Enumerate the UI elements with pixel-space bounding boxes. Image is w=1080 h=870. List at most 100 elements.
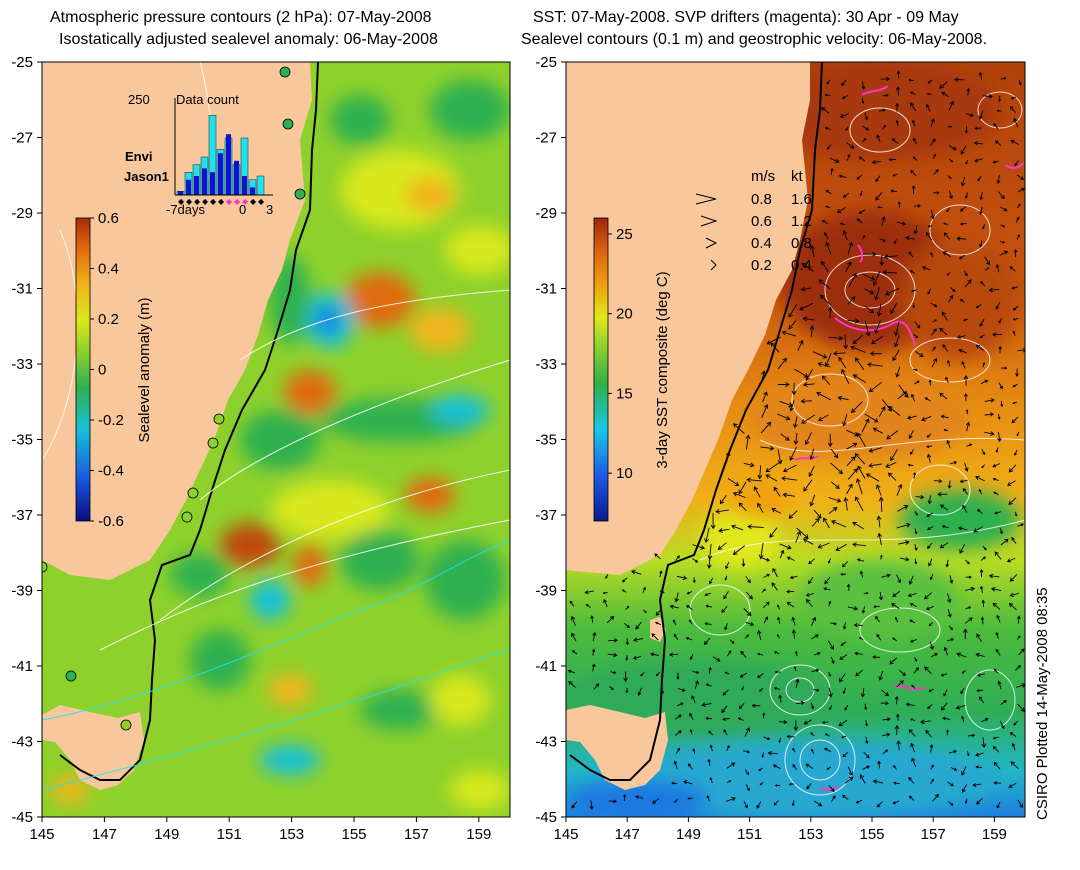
velocity-arrow: [640, 672, 645, 677]
velocity-arrow: [810, 702, 815, 710]
velocity-arrow: [963, 392, 968, 402]
velocity-arrow: [892, 173, 898, 177]
velocity-arrow: [623, 794, 627, 802]
velocity-arrow: [895, 366, 901, 378]
velocity-arrow: [998, 318, 1003, 324]
velocity-arrow: [1016, 431, 1020, 437]
velocity-arrow: [762, 712, 766, 719]
velocity-arrow: [760, 370, 766, 384]
velocity-arrow: [718, 528, 730, 533]
velocity-arrow: [826, 766, 832, 770]
velocity-arrow: [893, 781, 900, 785]
left-title-line1: Atmospheric pressure contours (2 hPa): 0…: [50, 9, 432, 26]
velocity-arrow: [793, 432, 799, 446]
inset-xlabel-end: 3: [266, 202, 273, 217]
velocity-arrow: [828, 671, 831, 677]
velocity-arrow: [745, 434, 751, 450]
velocity-arrow: [592, 631, 597, 642]
velocity-arrow: [802, 538, 814, 545]
velocity-arrow: [709, 776, 713, 784]
velocity-arrow: [879, 238, 886, 242]
velocity-arrow: [978, 696, 985, 704]
sla-colorbar-tick-label: 0.6: [98, 210, 119, 227]
velocity-arrow: [975, 475, 985, 482]
velocity-arrow: [946, 593, 952, 604]
velocity-arrow: [821, 219, 829, 225]
velocity-arrow: [621, 577, 628, 583]
velocity-arrow: [910, 718, 916, 721]
velocity-arrow: [896, 221, 907, 226]
velocity-arrow: [1009, 573, 1018, 582]
inset-xlabel-start: -7days: [166, 202, 206, 217]
velocity-arrow: [962, 318, 969, 322]
velocity-arrow: [841, 95, 849, 99]
velocity-arrow: [896, 70, 901, 79]
velocity-arrow: [607, 652, 618, 658]
velocity-arrow: [979, 206, 983, 215]
velocity-arrow: [757, 465, 763, 480]
velocity-arrow: [961, 715, 965, 722]
right-lon-label: 147: [615, 826, 640, 843]
velocity-arrow: [947, 175, 952, 180]
velocity-arrow: [906, 415, 917, 420]
velocity-arrow: [776, 634, 780, 639]
velocity-arrow: [976, 633, 982, 643]
velocity-arrow: [890, 449, 898, 462]
velocity-arrow: [966, 751, 970, 757]
velocity-arrow: [760, 445, 775, 451]
velocity-arrow: [907, 593, 917, 598]
velocity-arrow: [823, 587, 831, 591]
left-lat-label: -37: [11, 507, 33, 524]
velocity-arrow: [733, 423, 745, 434]
velocity-arrow: [998, 382, 1003, 390]
velocity-arrow: [706, 558, 712, 569]
velocity-arrow: [722, 689, 729, 696]
velocity-arrow: [824, 232, 829, 240]
velocity-arrow: [976, 797, 983, 805]
velocity-arrow: [941, 92, 949, 98]
velocity-arrow: [692, 558, 699, 563]
velocity-arrow: [675, 747, 680, 754]
velocity-arrow: [793, 416, 798, 429]
velocity-arrow: [654, 553, 661, 560]
velocity-arrow: [802, 382, 815, 388]
velocity-arrow: [940, 673, 948, 677]
inset-bar-jason1: [218, 153, 223, 195]
velocity-arrow: [777, 604, 780, 610]
velocity-arrow: [1006, 557, 1016, 563]
velocity-arrow: [855, 478, 863, 495]
velocity-arrow: [805, 369, 813, 381]
velocity-arrow: [994, 551, 1002, 560]
velocity-arrow: [708, 666, 712, 674]
velocity-arrow: [769, 527, 778, 538]
velocity-arrow: [762, 391, 768, 402]
velocity-arrow: [914, 321, 921, 329]
velocity-arrow: [940, 702, 948, 711]
velocity-arrow: [637, 687, 642, 696]
velocity-arrow: [842, 230, 848, 241]
velocity-arrow: [979, 240, 983, 248]
velocity-arrow: [998, 191, 1005, 200]
velocity-arrow: [591, 648, 596, 656]
inset-bar-jason1: [186, 179, 191, 195]
inset-day-marker: ◆: [194, 197, 201, 206]
velocity-arrow: [830, 656, 835, 665]
velocity-arrow: [990, 586, 1002, 592]
velocity-arrow: [878, 108, 886, 112]
velocity-arrow: [788, 510, 798, 519]
velocity-arrow: [959, 479, 968, 484]
velocity-arrow: [946, 207, 950, 213]
velocity-arrow: [984, 431, 995, 436]
velocity-arrow: [801, 414, 816, 424]
velocity-arrow: [911, 185, 916, 194]
velocity-arrow: [878, 670, 884, 681]
velocity-arrow: [742, 750, 751, 754]
velocity-arrow: [847, 468, 858, 480]
velocity-arrow: [914, 380, 920, 385]
sla-colorbar-tick-label: -0.6: [98, 513, 124, 530]
velocity-arrow: [930, 778, 934, 784]
velocity-arrow: [796, 700, 805, 705]
velocity-arrow: [779, 549, 785, 559]
velocity-arrow: [840, 572, 847, 576]
left-lon-label: 151: [217, 826, 242, 843]
